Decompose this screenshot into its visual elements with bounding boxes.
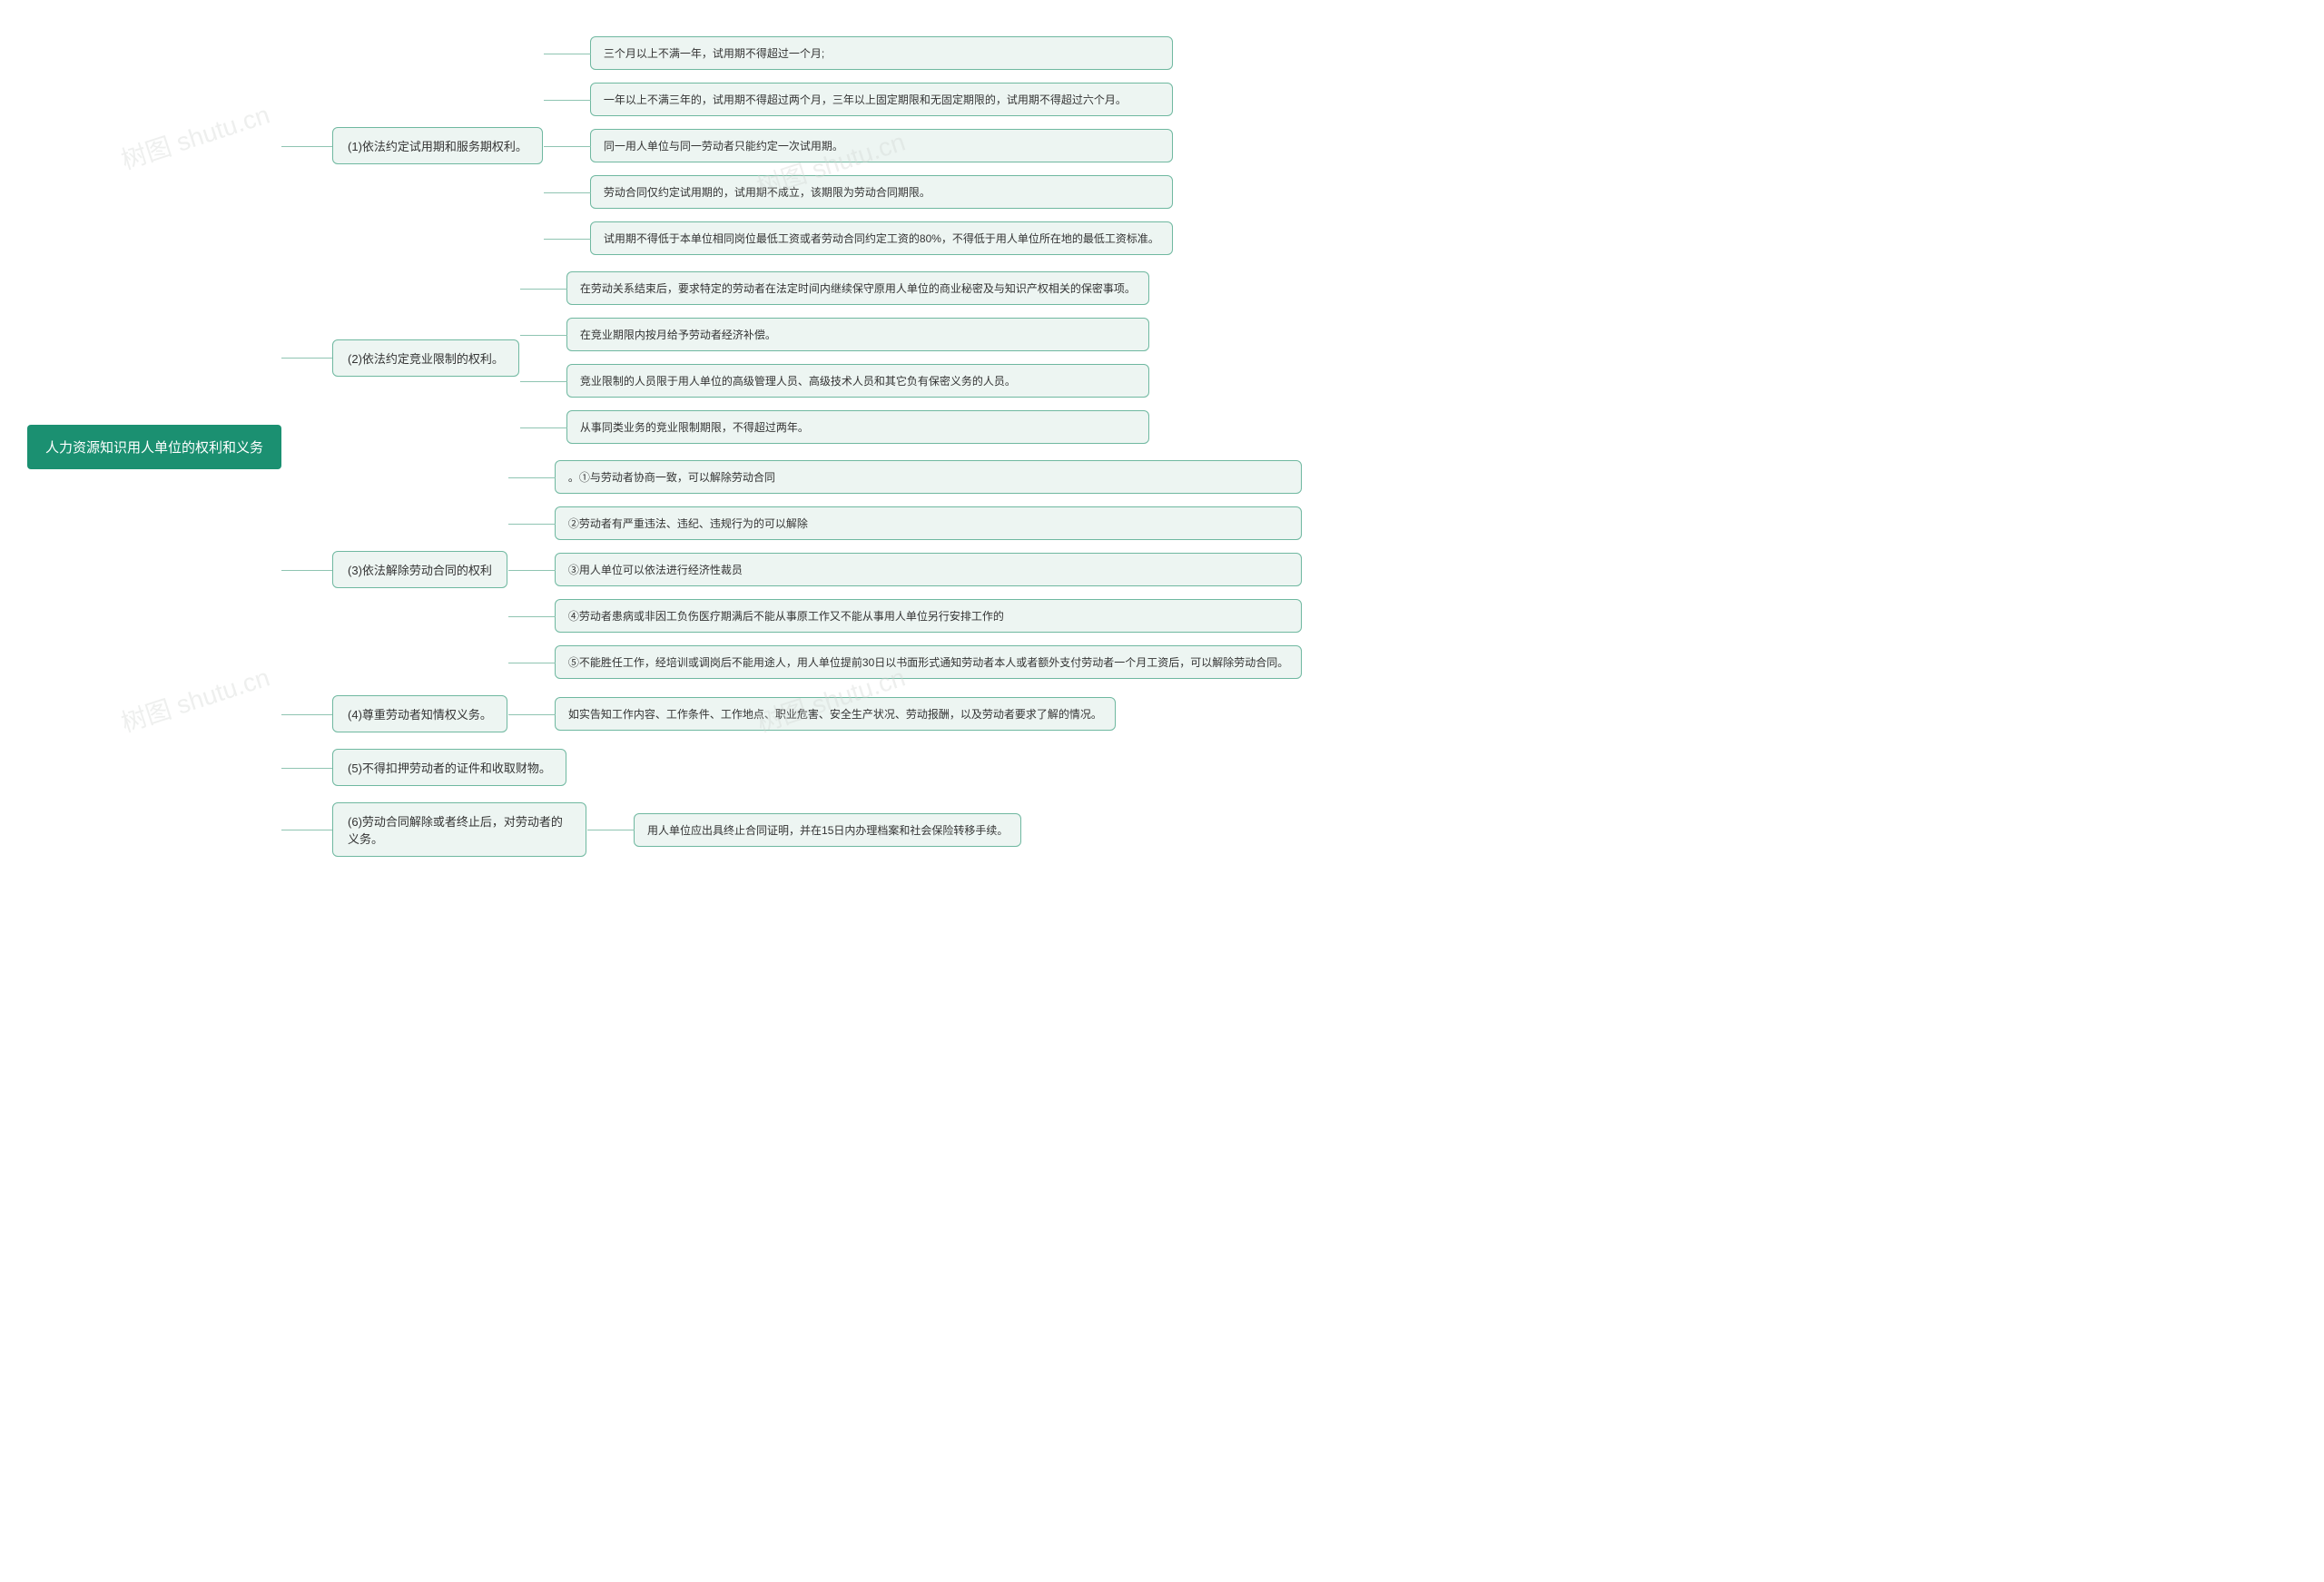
- leaf: 一年以上不满三年的，试用期不得超过两个月，三年以上固定期限和无固定期限的，试用期…: [590, 83, 1173, 116]
- leaf-text: ⑤不能胜任工作，经培训或调岗后不能用途人，用人单位提前30日以书面形式通知劳动者…: [568, 654, 1288, 670]
- branch-3: (3)依法解除劳动合同的权利 。①与劳动者协商一致，可以解除劳动合同 ②劳动者有…: [332, 460, 1302, 679]
- branch-4-node: (4)尊重劳动者知情权义务。: [332, 695, 507, 732]
- root-label: 人力资源知识用人单位的权利和义务: [45, 437, 263, 457]
- branch-column: (1)依法约定试用期和服务期权利。 三个月以上不满一年，试用期不得超过一个月; …: [332, 36, 1302, 857]
- branch-5-label: (5)不得扣押劳动者的证件和收取财物。: [348, 759, 551, 776]
- leaf: ②劳动者有严重违法、违纪、违规行为的可以解除: [555, 506, 1302, 540]
- leaf: ④劳动者患病或非因工负伤医疗期满后不能从事原工作又不能从事用人单位另行安排工作的: [555, 599, 1302, 633]
- branch-5: (5)不得扣押劳动者的证件和收取财物。: [332, 749, 1302, 786]
- leaf: 。①与劳动者协商一致，可以解除劳动合同: [555, 460, 1302, 494]
- leaf-text: 。①与劳动者协商一致，可以解除劳动合同: [568, 469, 775, 485]
- branch-2-node: (2)依法约定竞业限制的权利。: [332, 339, 519, 377]
- branch-6-leaves: 用人单位应出具终止合同证明，并在15日内办理档案和社会保险转移手续。: [634, 813, 1021, 847]
- mindmap-root-container: 人力资源知识用人单位的权利和义务 (1)依法约定试用期和服务期权利。 三个月以上…: [27, 36, 2297, 857]
- branch-3-label: (3)依法解除劳动合同的权利: [348, 561, 492, 578]
- leaf: 竞业限制的人员限于用人单位的高级管理人员、高级技术人员和其它负有保密义务的人员。: [566, 364, 1149, 398]
- branch-1-label: (1)依法约定试用期和服务期权利。: [348, 137, 527, 154]
- branch-6: (6)劳动合同解除或者终止后，对劳动者的义务。 用人单位应出具终止合同证明，并在…: [332, 802, 1302, 857]
- leaf-text: ②劳动者有严重违法、违纪、违规行为的可以解除: [568, 516, 808, 531]
- root-node: 人力资源知识用人单位的权利和义务: [27, 425, 281, 469]
- leaf: 劳动合同仅约定试用期的，试用期不成立，该期限为劳动合同期限。: [590, 175, 1173, 209]
- leaf-text: 试用期不得低于本单位相同岗位最低工资或者劳动合同约定工资的80%，不得低于用人单…: [604, 231, 1159, 246]
- leaf: ⑤不能胜任工作，经培训或调岗后不能用途人，用人单位提前30日以书面形式通知劳动者…: [555, 645, 1302, 679]
- branch-4: (4)尊重劳动者知情权义务。 如实告知工作内容、工作条件、工作地点、职业危害、安…: [332, 695, 1302, 732]
- leaf-text: 在竞业期限内按月给予劳动者经济补偿。: [580, 327, 776, 342]
- branch-2: (2)依法约定竞业限制的权利。 在劳动关系结束后，要求特定的劳动者在法定时间内继…: [332, 271, 1302, 444]
- leaf: 如实告知工作内容、工作条件、工作地点、职业危害、安全生产状况、劳动报酬，以及劳动…: [555, 697, 1116, 731]
- branch-4-label: (4)尊重劳动者知情权义务。: [348, 705, 492, 722]
- leaf: 从事同类业务的竞业限制期限，不得超过两年。: [566, 410, 1149, 444]
- leaf-text: 在劳动关系结束后，要求特定的劳动者在法定时间内继续保守原用人单位的商业秘密及与知…: [580, 280, 1136, 296]
- leaf-text: 同一用人单位与同一劳动者只能约定一次试用期。: [604, 138, 843, 153]
- leaf-text: 竞业限制的人员限于用人单位的高级管理人员、高级技术人员和其它负有保密义务的人员。: [580, 373, 1016, 388]
- branch-5-node: (5)不得扣押劳动者的证件和收取财物。: [332, 749, 566, 786]
- leaf-text: 三个月以上不满一年，试用期不得超过一个月;: [604, 45, 824, 61]
- branch-2-leaves: 在劳动关系结束后，要求特定的劳动者在法定时间内继续保守原用人单位的商业秘密及与知…: [566, 271, 1149, 444]
- leaf: 三个月以上不满一年，试用期不得超过一个月;: [590, 36, 1173, 70]
- branch-2-label: (2)依法约定竞业限制的权利。: [348, 349, 504, 367]
- leaf: ③用人单位可以依法进行经济性裁员: [555, 553, 1302, 586]
- branch-3-leaves: 。①与劳动者协商一致，可以解除劳动合同 ②劳动者有严重违法、违纪、违规行为的可以…: [555, 460, 1302, 679]
- leaf: 试用期不得低于本单位相同岗位最低工资或者劳动合同约定工资的80%，不得低于用人单…: [590, 221, 1173, 255]
- branch-6-node: (6)劳动合同解除或者终止后，对劳动者的义务。: [332, 802, 586, 857]
- branch-1-leaves: 三个月以上不满一年，试用期不得超过一个月; 一年以上不满三年的，试用期不得超过两…: [590, 36, 1173, 255]
- leaf-text: ③用人单位可以依法进行经济性裁员: [568, 562, 743, 577]
- branch-4-leaves: 如实告知工作内容、工作条件、工作地点、职业危害、安全生产状况、劳动报酬，以及劳动…: [555, 697, 1116, 731]
- branch-3-node: (3)依法解除劳动合同的权利: [332, 551, 507, 588]
- leaf-text: 从事同类业务的竞业限制期限，不得超过两年。: [580, 419, 809, 435]
- leaf: 在劳动关系结束后，要求特定的劳动者在法定时间内继续保守原用人单位的商业秘密及与知…: [566, 271, 1149, 305]
- leaf: 用人单位应出具终止合同证明，并在15日内办理档案和社会保险转移手续。: [634, 813, 1021, 847]
- leaf-text: 一年以上不满三年的，试用期不得超过两个月，三年以上固定期限和无固定期限的，试用期…: [604, 92, 1127, 107]
- leaf-text: 用人单位应出具终止合同证明，并在15日内办理档案和社会保险转移手续。: [647, 822, 1008, 838]
- branch-1: (1)依法约定试用期和服务期权利。 三个月以上不满一年，试用期不得超过一个月; …: [332, 36, 1302, 255]
- leaf-text: ④劳动者患病或非因工负伤医疗期满后不能从事原工作又不能从事用人单位另行安排工作的: [568, 608, 1004, 624]
- branch-1-node: (1)依法约定试用期和服务期权利。: [332, 127, 543, 164]
- leaf: 同一用人单位与同一劳动者只能约定一次试用期。: [590, 129, 1173, 162]
- leaf: 在竞业期限内按月给予劳动者经济补偿。: [566, 318, 1149, 351]
- leaf-text: 劳动合同仅约定试用期的，试用期不成立，该期限为劳动合同期限。: [604, 184, 931, 200]
- branch-6-label: (6)劳动合同解除或者终止后，对劳动者的义务。: [348, 812, 571, 847]
- leaf-text: 如实告知工作内容、工作条件、工作地点、职业危害、安全生产状况、劳动报酬，以及劳动…: [568, 706, 1102, 722]
